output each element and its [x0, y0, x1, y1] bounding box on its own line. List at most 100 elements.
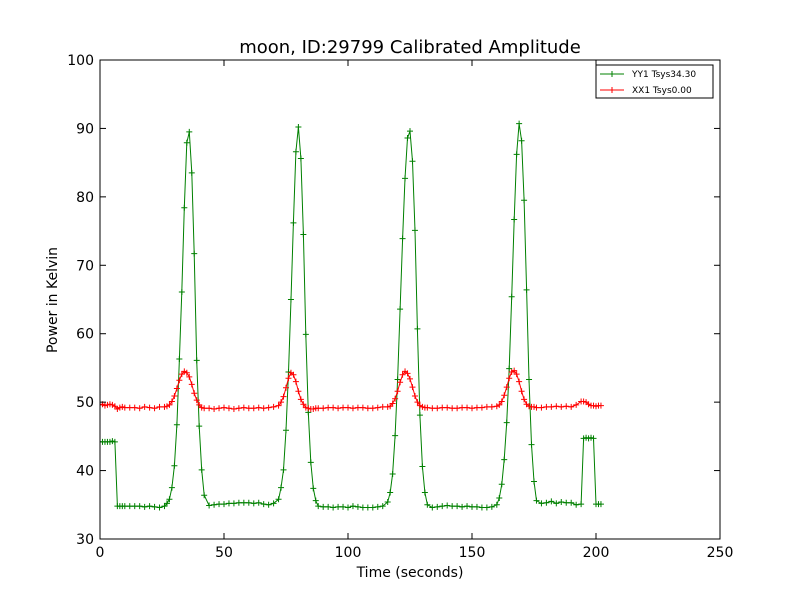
data-point [394, 388, 401, 395]
data-point [488, 503, 495, 510]
data-point [287, 296, 294, 303]
data-point [369, 504, 376, 511]
data-point [404, 135, 411, 142]
data-point [265, 404, 272, 411]
data-point [407, 375, 413, 382]
data-point [558, 403, 565, 410]
data-point [260, 501, 267, 508]
data-point [464, 404, 471, 411]
data-point [573, 501, 580, 508]
data-point [345, 504, 351, 511]
data-point [335, 405, 342, 412]
data-point [528, 441, 535, 448]
legend-swatch-marker [609, 71, 615, 77]
series-layer [100, 120, 604, 511]
data-point [111, 438, 118, 445]
data-point [538, 404, 545, 411]
data-point [503, 384, 510, 391]
data-point [590, 435, 597, 442]
data-point [230, 405, 237, 412]
data-point [387, 489, 394, 496]
data-point [429, 504, 436, 511]
data-point [278, 399, 285, 406]
data-point [250, 405, 257, 412]
data-point [330, 404, 337, 411]
data-point [511, 367, 518, 374]
data-point [191, 390, 198, 397]
data-point [359, 404, 366, 411]
data-point [290, 219, 297, 226]
data-point [513, 151, 520, 158]
data-point [151, 503, 158, 510]
data-point [275, 496, 282, 503]
data-point [558, 499, 565, 506]
data-point [399, 371, 406, 378]
data-point [173, 385, 180, 392]
data-point [176, 356, 183, 363]
data-point [516, 378, 523, 385]
data-point [201, 492, 208, 499]
x-tick-label: 0 [96, 545, 105, 561]
data-point [409, 384, 416, 391]
data-point [454, 405, 461, 412]
data-point [166, 496, 173, 503]
data-point [270, 403, 277, 410]
data-point [265, 501, 272, 508]
data-point [414, 399, 421, 406]
data-point [312, 497, 319, 504]
data-point [516, 120, 523, 127]
data-point [211, 501, 218, 508]
data-point [548, 403, 555, 410]
data-point [392, 395, 399, 402]
series-yy1 [100, 120, 604, 511]
data-point [523, 286, 530, 293]
data-point [320, 405, 327, 412]
data-point [439, 503, 446, 510]
data-point [191, 250, 198, 257]
y-axis-label: Power in Kelvin [45, 247, 61, 353]
data-point [498, 481, 505, 488]
data-point [496, 401, 503, 408]
data-point [374, 503, 381, 510]
y-tick-label: 70 [76, 258, 94, 274]
data-point [141, 503, 148, 510]
data-point [389, 400, 396, 407]
data-point [168, 398, 175, 405]
data-point [498, 398, 505, 405]
data-point [283, 384, 289, 391]
data-point [315, 503, 322, 510]
data-point [146, 503, 153, 510]
x-tick-labels: 0 50 100 150 200 250 [96, 545, 734, 561]
data-point [488, 403, 495, 410]
data-point [483, 504, 490, 511]
data-point [183, 369, 190, 376]
data-point [416, 412, 423, 419]
data-point [183, 139, 190, 146]
data-point [379, 503, 386, 510]
data-point [141, 403, 148, 410]
x-tick-label: 50 [215, 545, 233, 561]
data-point [349, 405, 356, 412]
data-point [221, 404, 227, 411]
data-point [493, 501, 500, 508]
data-point [188, 169, 195, 176]
data-point [173, 421, 180, 428]
data-point [230, 500, 237, 507]
data-point [543, 499, 550, 506]
data-point [300, 401, 307, 408]
data-point [506, 375, 513, 382]
data-point [188, 381, 195, 388]
data-point [181, 204, 188, 211]
data-point [506, 365, 513, 372]
data-point [411, 227, 418, 234]
data-point [597, 402, 604, 409]
data-point [597, 501, 604, 508]
data-point [255, 499, 262, 506]
data-point [538, 500, 545, 507]
data-point [260, 405, 267, 412]
data-point [278, 484, 285, 491]
data-point [136, 405, 143, 412]
data-point [349, 503, 356, 510]
data-point [295, 388, 302, 395]
data-point [521, 197, 528, 204]
